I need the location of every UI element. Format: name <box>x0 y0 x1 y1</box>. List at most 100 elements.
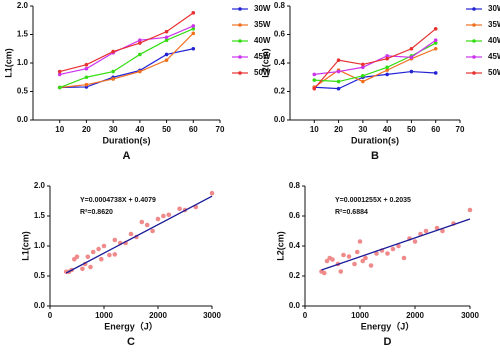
data-point <box>346 254 352 259</box>
data-point <box>191 24 196 28</box>
panel-label: B <box>371 150 379 162</box>
x-tick-label: 70 <box>216 125 225 134</box>
legend-marker <box>238 39 242 43</box>
data-point <box>111 69 115 74</box>
data-point <box>84 66 89 71</box>
panel-label: A <box>123 150 131 162</box>
data-point <box>385 56 389 61</box>
legend-marker <box>472 39 476 43</box>
fit-line <box>321 218 471 271</box>
panel-label: D <box>384 336 392 348</box>
data-point <box>164 29 169 34</box>
data-point <box>440 228 445 234</box>
data-point <box>84 62 89 67</box>
data-point <box>409 69 414 74</box>
data-point <box>321 270 327 276</box>
data-point <box>90 249 96 255</box>
legend-label: 30W <box>254 4 271 13</box>
data-point <box>423 228 429 234</box>
series-line <box>313 28 437 90</box>
y-tick-label: 0.0 <box>17 115 29 124</box>
data-point <box>164 35 169 40</box>
data-point <box>338 269 344 274</box>
x-tick-label: 30 <box>109 125 118 134</box>
annotation: Y=0.0001255X + 0.2035 <box>335 197 411 204</box>
x-tick-label: 70 <box>456 125 465 134</box>
legend-label: 40W <box>254 36 271 45</box>
legend-marker <box>238 71 242 75</box>
x-tick-label: 50 <box>162 125 171 134</box>
x-tick-label: 40 <box>383 125 392 134</box>
annotation: R²=0.8620 <box>80 209 113 216</box>
data-point <box>324 258 330 264</box>
data-point <box>433 27 438 31</box>
data-point <box>138 38 142 42</box>
legend-label: 45W <box>488 52 500 61</box>
y-tick-label: 1.0 <box>34 241 46 250</box>
data-point <box>336 69 341 74</box>
y-tick-label: 0.5 <box>34 271 46 280</box>
data-point <box>354 249 360 255</box>
y-tick-label: 2.0 <box>34 181 46 190</box>
data-point <box>434 225 440 231</box>
data-point <box>155 216 161 222</box>
data-point <box>368 263 374 268</box>
data-point <box>191 46 196 51</box>
data-point <box>138 41 142 45</box>
y-axis-title: L1(cm) <box>20 231 30 261</box>
x-axis-title: Duration(s) <box>351 135 399 145</box>
data-point <box>96 246 101 252</box>
data-point <box>209 190 215 196</box>
legend-marker <box>472 7 476 11</box>
x-tick-label: 60 <box>189 125 198 134</box>
x-tick-label: 10 <box>55 125 64 134</box>
y-tick-label: 0.0 <box>274 115 286 124</box>
data-point <box>390 246 396 252</box>
series-line <box>314 39 437 75</box>
x-tick-label: 1000 <box>95 311 113 320</box>
x-tick-label: 3000 <box>203 311 221 320</box>
legend-label: 40W <box>488 36 500 45</box>
data-point <box>112 237 118 243</box>
data-point <box>385 68 389 72</box>
data-point <box>99 256 104 262</box>
y-tick-label: 0.0 <box>289 301 301 310</box>
data-point <box>336 79 341 84</box>
data-point <box>433 46 438 51</box>
legend-marker <box>238 23 242 27</box>
data-point <box>361 74 365 78</box>
data-point <box>164 58 169 62</box>
x-tick-label: 10 <box>310 125 319 134</box>
data-point <box>80 266 85 272</box>
data-point <box>363 255 368 261</box>
legend-marker <box>238 55 242 59</box>
y-tick-label: 0.8 <box>274 1 286 10</box>
data-point <box>161 213 166 219</box>
data-point <box>357 239 363 244</box>
data-point <box>385 251 390 256</box>
data-point <box>128 231 134 237</box>
x-axis-title: Energy（J） <box>104 321 158 331</box>
data-point <box>88 264 93 270</box>
x-tick-label: 60 <box>431 125 440 134</box>
x-axis-title: Duration(s) <box>103 135 151 145</box>
legend-marker <box>472 55 476 59</box>
y-tick-label: 0.0 <box>34 301 46 310</box>
data-point <box>191 27 196 31</box>
data-point <box>112 252 118 257</box>
data-point <box>138 69 142 74</box>
series-line <box>59 32 194 89</box>
data-point <box>111 49 115 54</box>
data-point <box>433 71 438 75</box>
data-point <box>139 219 145 225</box>
data-point <box>401 255 407 261</box>
x-tick-label: 40 <box>135 125 144 134</box>
data-point <box>85 254 91 260</box>
y-tick-label: 0.6 <box>274 30 286 39</box>
data-point <box>191 11 196 15</box>
legend-marker <box>472 23 476 27</box>
data-point <box>312 78 317 82</box>
y-tick-label: 1.5 <box>17 30 29 39</box>
data-point <box>361 79 365 84</box>
